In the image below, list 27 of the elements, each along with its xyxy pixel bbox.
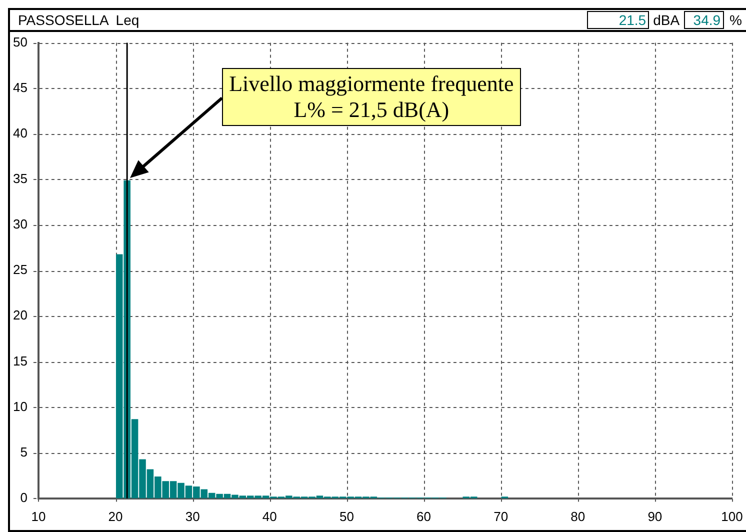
text: 34.9 — [684, 11, 724, 29]
x-tick-label: 50 — [339, 508, 354, 524]
y-tick-label: 10 — [12, 398, 28, 414]
x-tick-label: 60 — [416, 508, 431, 524]
chart-title: PASSOSELLA Leq — [18, 12, 140, 28]
text: % — [728, 12, 743, 28]
x-tick-label: 100 — [721, 508, 743, 524]
y-tick-label: 40 — [12, 126, 28, 140]
y-tick-label: 35 — [12, 171, 28, 186]
y-tick-label: 0 — [20, 490, 28, 505]
text: dBA — [652, 12, 681, 28]
x-tick-label: 90 — [648, 508, 662, 524]
y-tick-label: 15 — [12, 353, 28, 368]
x-tick-label: 70 — [494, 508, 508, 524]
text: 21.5 — [587, 11, 650, 29]
annotation: Livello maggiormente frequente L% = 21,5 dB(A) — [222, 68, 521, 126]
y-tick-label: 30 — [12, 216, 28, 232]
y-tick-label: 45 — [12, 80, 28, 95]
y-tick-label: 5 — [20, 444, 28, 460]
x-tick-label: 30 — [185, 508, 200, 524]
x-tick-label: 40 — [262, 508, 277, 524]
x-tick-label: 20 — [108, 508, 123, 524]
x-tick-label: 80 — [570, 508, 586, 524]
y-tick-label: 50 — [12, 34, 28, 50]
y-tick-label: 20 — [12, 308, 28, 323]
x-tick-label: 10 — [31, 508, 46, 524]
y-tick-label: 25 — [12, 262, 28, 278]
